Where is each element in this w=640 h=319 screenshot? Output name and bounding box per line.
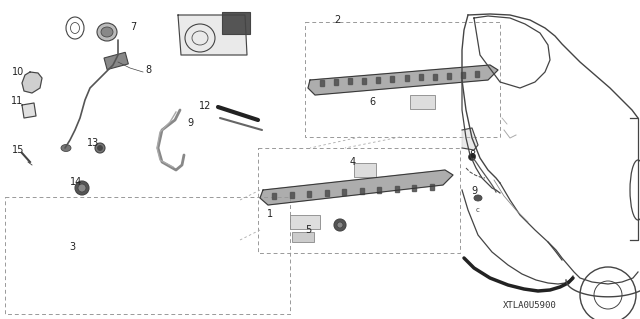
- Polygon shape: [307, 191, 311, 197]
- Polygon shape: [360, 188, 364, 194]
- Bar: [290, 215, 320, 229]
- Polygon shape: [178, 15, 247, 55]
- Text: 13: 13: [87, 138, 99, 148]
- Polygon shape: [461, 72, 465, 78]
- Text: 8: 8: [469, 150, 475, 160]
- Ellipse shape: [97, 145, 102, 151]
- Polygon shape: [272, 193, 276, 199]
- Circle shape: [468, 153, 476, 160]
- Polygon shape: [289, 192, 294, 198]
- Text: 4: 4: [350, 157, 356, 167]
- Polygon shape: [320, 80, 324, 86]
- Ellipse shape: [334, 219, 346, 231]
- Ellipse shape: [97, 23, 117, 41]
- Polygon shape: [378, 187, 381, 193]
- Polygon shape: [342, 189, 346, 195]
- Polygon shape: [419, 74, 422, 80]
- Bar: [258, 148, 460, 253]
- Ellipse shape: [337, 222, 343, 228]
- Polygon shape: [462, 128, 478, 150]
- Polygon shape: [395, 186, 399, 192]
- Ellipse shape: [101, 27, 113, 37]
- Bar: [305, 22, 500, 137]
- Polygon shape: [430, 184, 434, 190]
- Text: 9: 9: [187, 118, 193, 128]
- Text: 14: 14: [70, 177, 82, 187]
- Text: 12: 12: [199, 101, 211, 111]
- Text: 7: 7: [130, 22, 136, 32]
- Bar: [222, 12, 250, 34]
- Text: 3: 3: [69, 242, 75, 252]
- Text: 10: 10: [12, 67, 24, 77]
- Polygon shape: [334, 79, 338, 85]
- Text: c: c: [476, 207, 480, 213]
- Polygon shape: [362, 78, 366, 84]
- Ellipse shape: [474, 195, 482, 201]
- Text: 6: 6: [369, 97, 375, 107]
- Polygon shape: [260, 170, 453, 205]
- Polygon shape: [404, 75, 408, 81]
- Bar: [5, 197, 290, 314]
- Ellipse shape: [95, 143, 105, 153]
- Ellipse shape: [75, 181, 89, 195]
- Ellipse shape: [78, 184, 86, 192]
- Polygon shape: [308, 65, 498, 95]
- Text: 5: 5: [305, 225, 311, 235]
- Text: 15: 15: [12, 145, 24, 155]
- Polygon shape: [412, 185, 417, 191]
- Bar: [410, 95, 435, 109]
- Polygon shape: [433, 74, 436, 80]
- Polygon shape: [447, 73, 451, 79]
- Bar: [292, 232, 314, 242]
- Text: 8: 8: [145, 65, 151, 75]
- Polygon shape: [376, 77, 380, 83]
- Text: 1: 1: [267, 209, 273, 219]
- Bar: [104, 52, 129, 70]
- Bar: [354, 163, 376, 177]
- Polygon shape: [22, 72, 42, 93]
- Ellipse shape: [61, 145, 71, 152]
- Polygon shape: [324, 190, 329, 196]
- Polygon shape: [348, 78, 352, 85]
- Text: 9: 9: [471, 186, 477, 196]
- Text: 2: 2: [334, 15, 340, 25]
- Polygon shape: [390, 76, 394, 82]
- Text: XTLA0U5900: XTLA0U5900: [503, 300, 557, 309]
- Text: 11: 11: [11, 96, 23, 106]
- Polygon shape: [475, 71, 479, 77]
- Polygon shape: [22, 103, 36, 118]
